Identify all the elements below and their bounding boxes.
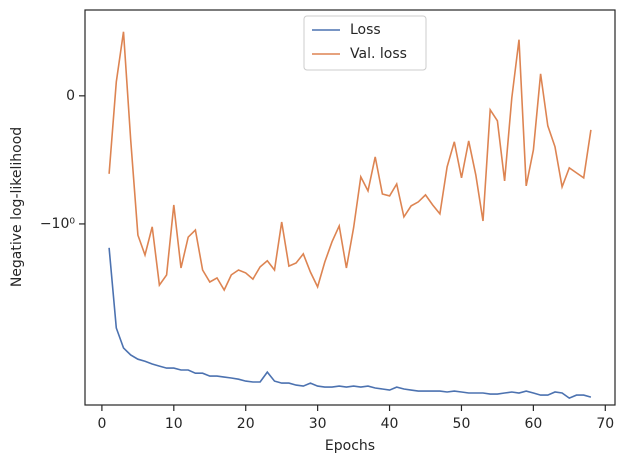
- y-axis-label: Negative log-likelihood: [9, 127, 25, 287]
- plot-frame: [84, 9, 616, 406]
- x-tick-label: 20: [237, 416, 255, 432]
- legend-label: Loss: [350, 22, 381, 38]
- x-tick-label: 60: [524, 416, 542, 432]
- x-axis-label: Epochs: [325, 438, 375, 454]
- x-tick-label: 30: [309, 416, 327, 432]
- x-tick-label: 10: [165, 416, 183, 432]
- line: [108, 31, 592, 292]
- y-tick-label: 0: [66, 88, 75, 104]
- x-tick-label: 40: [381, 416, 399, 432]
- y-tick-label: −10⁰: [40, 216, 76, 232]
- legend-label: Val. loss: [350, 46, 407, 62]
- x-tick-label: 0: [97, 416, 106, 432]
- line: [108, 247, 592, 400]
- x-tick-label: 70: [596, 416, 614, 432]
- x-tick-label: 50: [453, 416, 471, 432]
